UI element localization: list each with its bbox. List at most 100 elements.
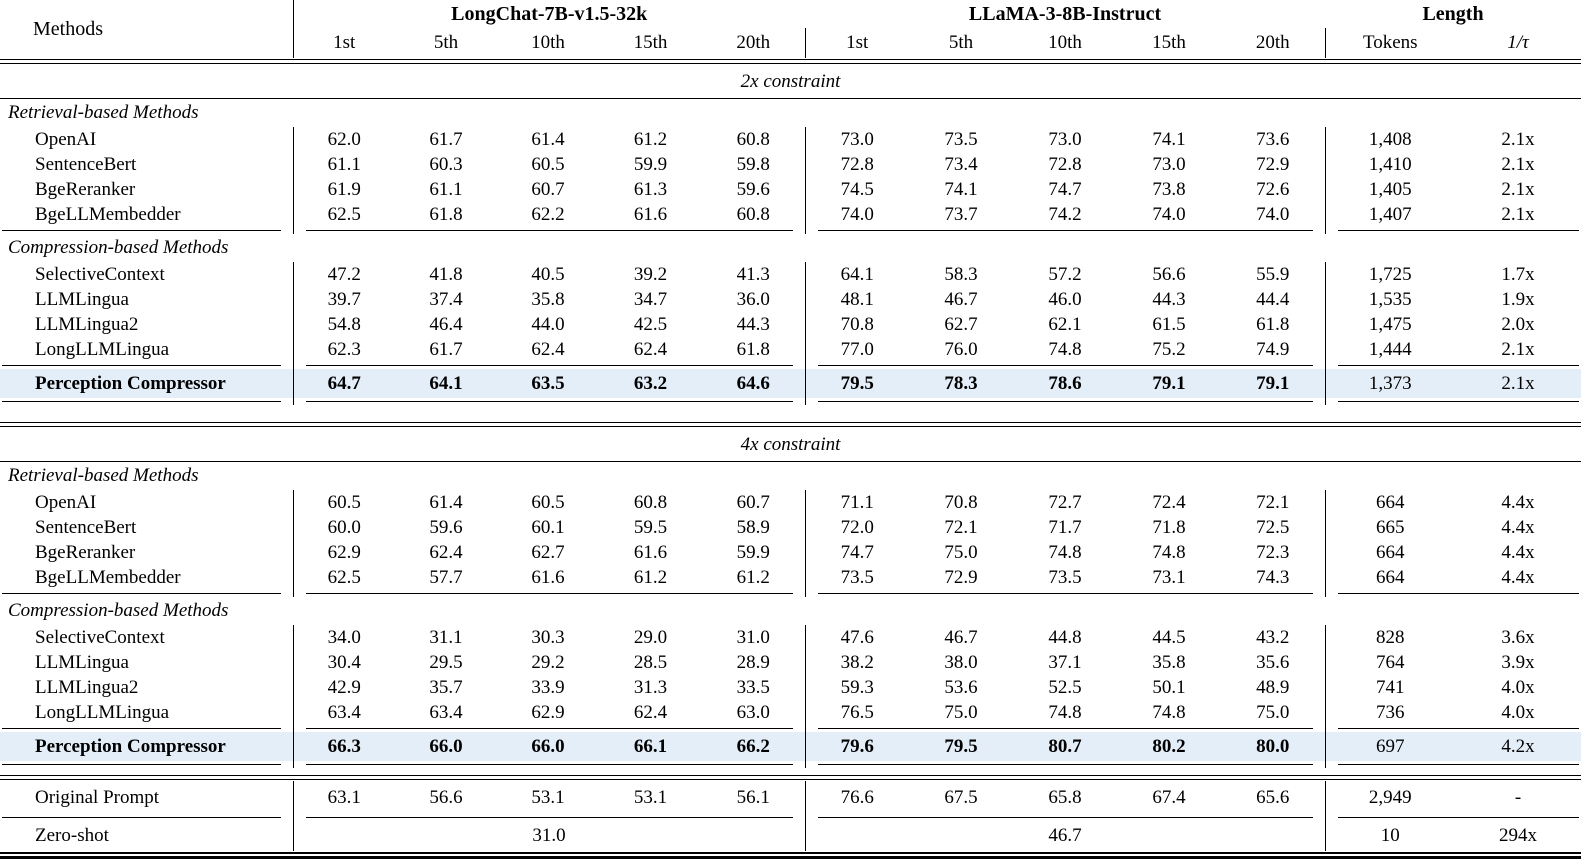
score-cell: 44.3 xyxy=(702,312,806,337)
score-cell: 73.0 xyxy=(840,128,874,150)
rule-segment-cell xyxy=(1325,814,1581,821)
method-name: BgeLLMembedder xyxy=(0,202,294,227)
score-cell: 75.0 xyxy=(944,701,978,723)
score-cell: 63.0 xyxy=(702,700,806,725)
ratio-cell: - xyxy=(1514,786,1522,808)
ratio-cell: 2.1x xyxy=(1501,203,1535,225)
horizontal-rule xyxy=(817,365,1313,366)
score-cell: 73.7 xyxy=(944,203,978,225)
subcolumn-header-row: 1st 5th 10th 15th 20th 1st 5th 10th 15th… xyxy=(0,28,1581,58)
horizontal-rule xyxy=(1337,728,1580,729)
score-cell: 61.2 xyxy=(702,565,806,590)
tokens-cell: 1,535 xyxy=(1368,288,1412,310)
horizontal-rule xyxy=(817,593,1313,594)
score-cell: 28.5 xyxy=(633,651,668,673)
score-cell: 71.8 xyxy=(1152,516,1186,538)
rule-segment-cell xyxy=(0,814,294,821)
score-cell: 64.1 xyxy=(395,369,497,398)
rule-segment-cell xyxy=(805,590,1326,597)
score-cell: 73.6 xyxy=(1221,127,1326,152)
score-cell: 72.8 xyxy=(840,153,874,175)
score-cell: 37.1 xyxy=(1048,651,1082,673)
horizontal-rule xyxy=(2,593,281,594)
score-cell: 54.8 xyxy=(327,313,361,335)
tokens-cell: 664 xyxy=(1376,491,1405,513)
rule-cell xyxy=(0,58,1581,65)
method-name: Perception Compressor xyxy=(0,369,294,398)
score-cell: 66.0 xyxy=(497,732,599,761)
group-row: Compression-based Methods xyxy=(0,234,1581,262)
score-cell: 60.3 xyxy=(429,153,463,175)
horizontal-rule xyxy=(1337,365,1580,366)
highlight-row: Perception Compressor 66.3 66.0 66.0 66.1 66.… xyxy=(0,732,1581,761)
method-name: BgeReranker xyxy=(0,540,294,565)
score-cell: 75.2 xyxy=(1152,338,1186,360)
score-cell: 60.8 xyxy=(702,127,806,152)
score-cell: 59.3 xyxy=(840,676,874,698)
score-cell: 53.6 xyxy=(944,676,978,698)
score-cell: 46.7 xyxy=(944,288,978,310)
table-row: LongLLMLingua 62.3 61.7 62.4 62.4 61.8 77.0 76.… xyxy=(0,337,1581,362)
score-cell: 62.7 xyxy=(531,541,565,563)
method-group-label: Compression-based Methods xyxy=(8,600,229,621)
table-row: OpenAI 60.5 61.4 60.5 60.8 60.7 71.1 70.8 72.7 72… xyxy=(0,490,1581,515)
score-cell: 53.1 xyxy=(531,786,565,808)
score-cell: 63.2 xyxy=(599,369,702,398)
score-cell: 60.8 xyxy=(633,491,668,513)
highlight-row: Perception Compressor 64.7 64.1 63.5 63.2 64.… xyxy=(0,369,1581,398)
rule-cell xyxy=(0,421,1581,428)
horizontal-rule xyxy=(305,764,793,765)
merged-score-cell: 46.7 xyxy=(805,821,1326,851)
score-cell: 58.9 xyxy=(702,515,806,540)
score-cell: 74.1 xyxy=(944,178,978,200)
score-cell: 33.9 xyxy=(531,676,565,698)
table-row: LLMLingua2 54.8 46.4 44.0 42.5 44.3 70.8 62.7 62… xyxy=(0,312,1581,337)
group-row: Retrieval-based Methods xyxy=(0,462,1581,491)
score-cell: 74.2 xyxy=(1048,203,1082,225)
horizontal-rule xyxy=(2,728,281,729)
score-cell: 61.1 xyxy=(327,153,361,175)
score-cell: 62.9 xyxy=(531,701,565,723)
method-group-label: Retrieval-based Methods xyxy=(8,102,199,123)
method-name: LongLLMLingua xyxy=(0,700,294,725)
rule-segment-cell xyxy=(1325,590,1581,597)
table-row: LLMLingua2 42.9 35.7 33.9 31.3 33.5 59.3 53.6 52… xyxy=(0,675,1581,700)
score-cell: 37.4 xyxy=(429,288,463,310)
score-cell: 72.5 xyxy=(1221,515,1326,540)
score-cell: 60.7 xyxy=(702,490,806,515)
subcolumn-header-longchat-15th: 15th xyxy=(633,32,668,53)
rule-segment-cell xyxy=(0,761,294,768)
score-cell: 59.8 xyxy=(702,152,806,177)
score-cell: 64.1 xyxy=(840,263,874,285)
score-cell: 44.3 xyxy=(1152,288,1186,310)
score-cell: 74.0 xyxy=(1221,202,1326,227)
tokens-cell: 1,725 xyxy=(1368,263,1412,285)
horizontal-rule xyxy=(305,365,793,366)
tokens-cell: 1,373 xyxy=(1325,369,1456,398)
ratio-cell: 3.9x xyxy=(1501,651,1535,673)
score-cell: 52.5 xyxy=(1048,676,1082,698)
method-name: BgeLLMembedder xyxy=(0,565,294,590)
score-cell: 76.6 xyxy=(840,786,874,808)
score-cell: 48.1 xyxy=(840,288,874,310)
score-cell: 79.1 xyxy=(1117,369,1221,398)
rule-segment-cell xyxy=(0,725,294,732)
score-cell: 79.5 xyxy=(805,369,909,398)
rule-segment-cell xyxy=(805,814,1326,821)
tokens-cell: 697 xyxy=(1325,732,1456,761)
ratio-cell: 1.7x xyxy=(1501,263,1535,285)
rule-cmid-row xyxy=(0,362,1581,369)
score-cell: 46.7 xyxy=(944,626,978,648)
score-cell: 59.6 xyxy=(429,516,463,538)
score-cell: 59.9 xyxy=(633,153,668,175)
score-cell: 46.4 xyxy=(429,313,463,335)
score-cell: 44.8 xyxy=(1048,626,1082,648)
rule-segment-cell xyxy=(293,362,806,369)
ratio-cell: 4.0x xyxy=(1501,676,1535,698)
table-row: BgeLLMembedder 62.5 57.7 61.6 61.2 61.2 73.5 72… xyxy=(0,565,1581,590)
table-row: SelectiveContext 34.0 31.1 30.3 29.0 31.0 47.6… xyxy=(0,625,1581,650)
rule-segment-cell xyxy=(805,362,1326,369)
ratio-cell: 2.1x xyxy=(1501,338,1535,360)
horizontal-rule xyxy=(817,728,1313,729)
